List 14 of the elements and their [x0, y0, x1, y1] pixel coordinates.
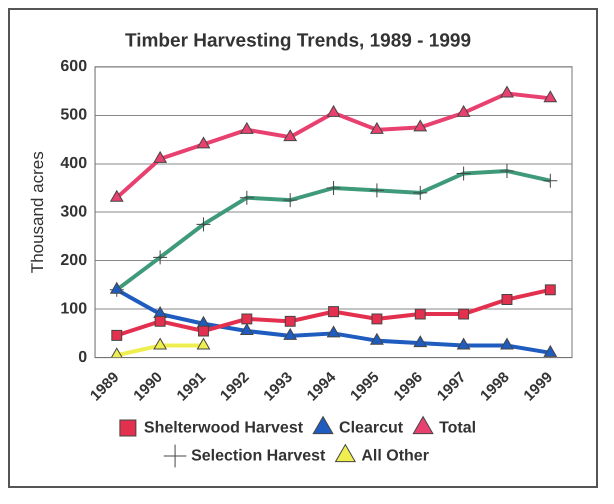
chart-title: Timber Harvesting Trends, 1989 - 1999: [124, 30, 472, 52]
legend-label: Total: [439, 419, 476, 436]
y-tick-label: 100: [60, 300, 88, 318]
legend-label: Selection Harvest: [191, 447, 326, 464]
y-tick-label: 200: [60, 252, 88, 270]
y-axis-title: Thousand acres: [28, 151, 47, 274]
legend-label: Clearcut: [339, 419, 404, 436]
legend-label: Shelterwood Harvest: [144, 419, 304, 436]
legend-label: All Other: [361, 447, 429, 464]
y-tick-label: 400: [60, 155, 88, 172]
y-tick-label: 600: [60, 58, 88, 76]
y-tick-label: 0: [78, 349, 88, 366]
y-tick-label: 300: [60, 204, 88, 221]
y-tick-label: 500: [60, 106, 88, 124]
